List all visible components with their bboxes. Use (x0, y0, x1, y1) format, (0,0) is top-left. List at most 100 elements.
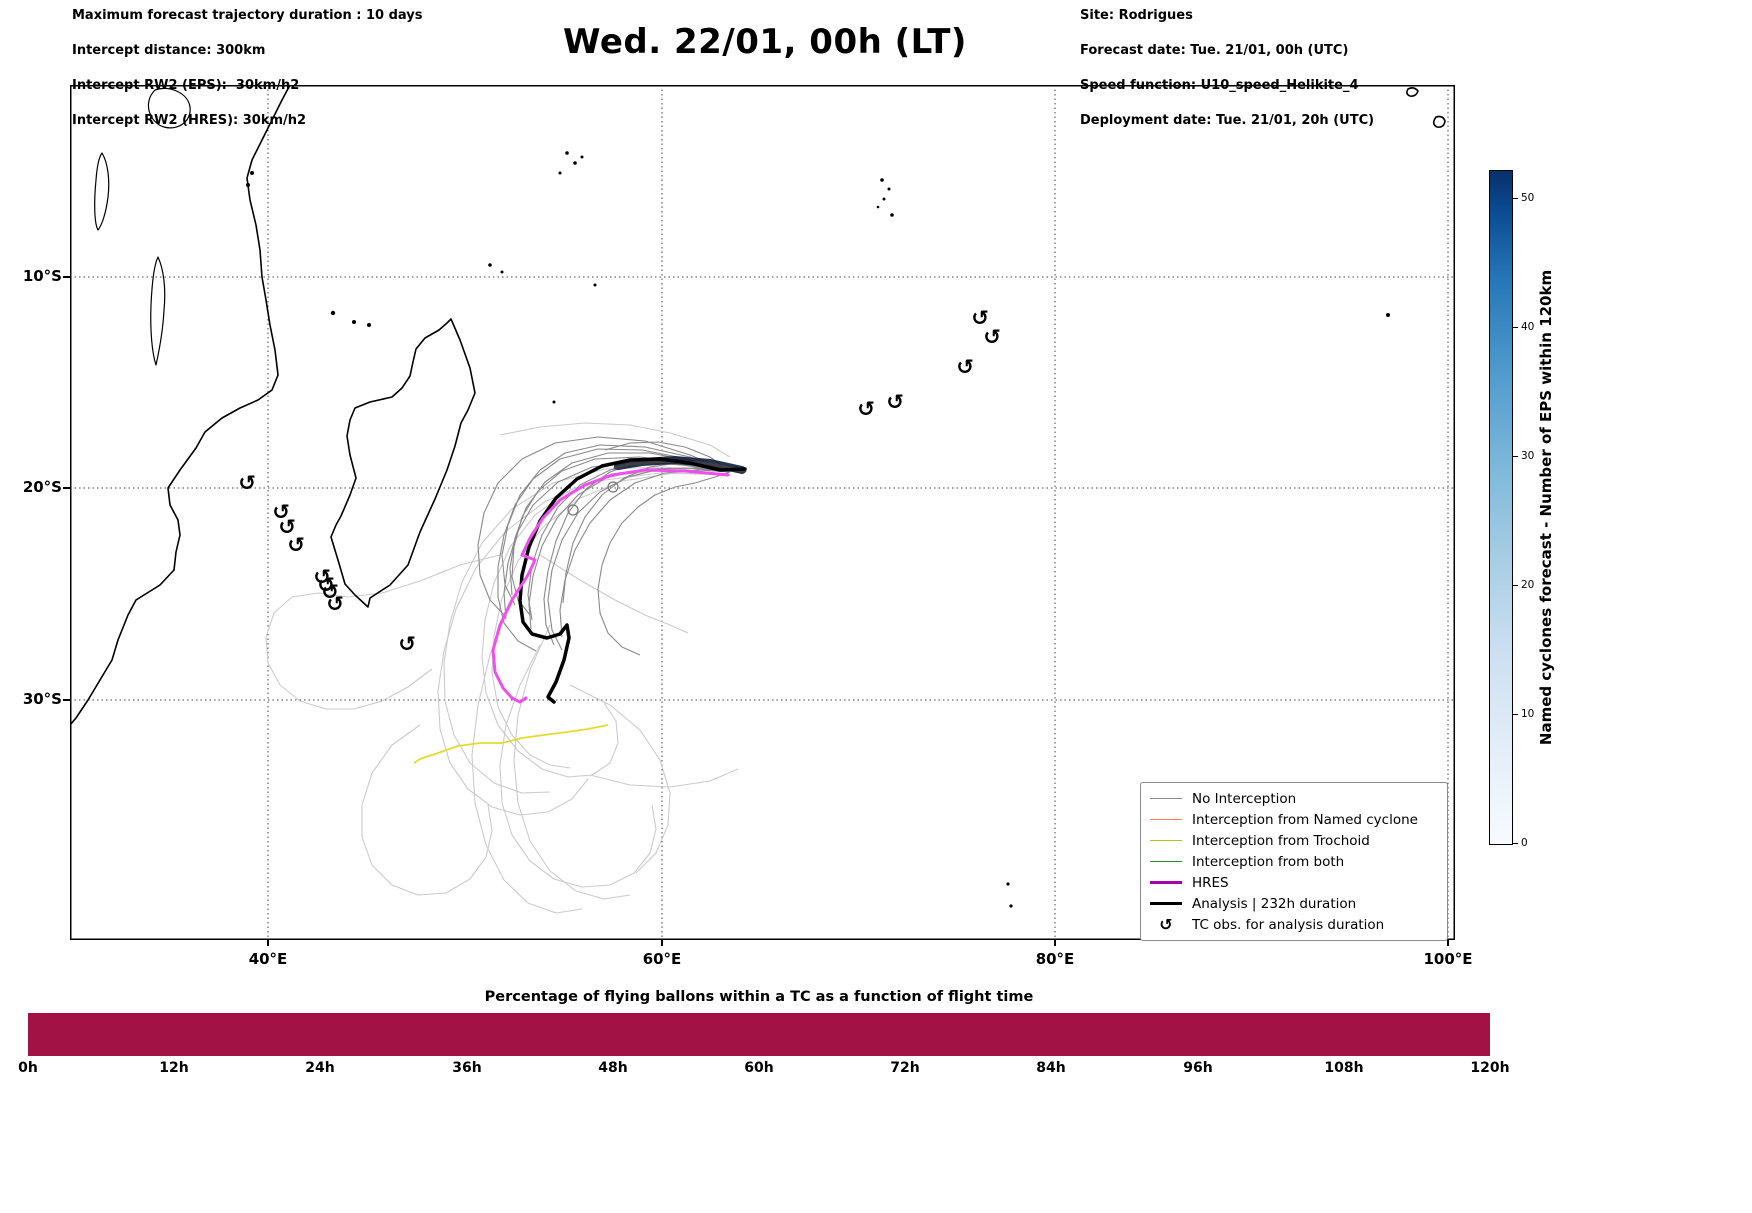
legend-item-analysis: Analysis | 232h duration (1149, 893, 1437, 914)
colorbar-tick (1513, 198, 1518, 199)
x-axis-tick (1054, 940, 1056, 946)
trajectory-trochoid-yellow (413, 724, 609, 764)
bottom-x-tick-label: 12h (159, 1060, 189, 1076)
tc-obs-icon: ↺ (971, 306, 989, 330)
legend-item-named-cyclone: Interception from Named cyclone (1149, 809, 1437, 830)
colorbar-tick (1513, 843, 1518, 844)
intercept-distance-text: Intercept distance: 300km (72, 43, 266, 58)
graticule-grid (70, 85, 1455, 940)
colorbar-tick (1513, 456, 1518, 457)
tc-obs-icon: ↺ (983, 325, 1001, 349)
legend-label: Analysis | 232h duration (1192, 895, 1357, 912)
bottom-x-tick-label: 108h (1324, 1060, 1364, 1076)
y-axis-tick (63, 276, 70, 278)
tc-observation-symbols: ↺ ↺ ↺ ↺ ↺ ↺ ↺ ↺ ↺ ↺ ↺ ↺ ↺ ↺ (238, 306, 1001, 656)
legend-item-tc-obs: ↺ TC obs. for analysis duration (1149, 914, 1437, 935)
x-tick-label: 60°E (642, 950, 682, 968)
bottom-x-tick-label: 72h (890, 1060, 920, 1076)
colorbar-tick-label: 40 (1521, 321, 1535, 333)
hres-track (491, 468, 730, 704)
x-tick-label: 40°E (248, 950, 288, 968)
tc-obs-icon: ↺ (1159, 914, 1173, 934)
legend-label: Interception from both (1192, 853, 1345, 870)
bottom-x-tick-label: 60h (744, 1060, 774, 1076)
colorbar-tick-label: 0 (1521, 837, 1528, 849)
tc-obs-icon: ↺ (326, 592, 344, 616)
bottom-x-tick-label: 120h (1470, 1060, 1510, 1076)
lake-malawi (150, 256, 166, 366)
africa-coast (70, 85, 291, 726)
legend-item-hres: HRES (1149, 872, 1437, 893)
tc-obs-icon: ↺ (278, 515, 296, 539)
tc-obs-icon: ↺ (857, 397, 875, 421)
map-border (70, 85, 1455, 940)
bottom-chart-bar (28, 1013, 1490, 1056)
bottom-x-tick-label: 96h (1183, 1060, 1213, 1076)
island-circle-markers (567, 481, 619, 516)
legend-label: Interception from Named cyclone (1192, 811, 1418, 828)
sumatra-island-fragment (1432, 115, 1446, 128)
colorbar-tick-label: 10 (1521, 708, 1535, 720)
tc-obs-icon: ↺ (886, 390, 904, 414)
legend-line-black (1149, 902, 1183, 905)
intercept-rw2-hres-text: Intercept RW2 (HRES): 30km/h2 (72, 113, 307, 128)
header-left-block: Maximum forecast trajectory duration : 1… (72, 7, 423, 130)
colorbar-tick-label: 30 (1521, 450, 1535, 462)
lake-tanganyika (94, 152, 110, 231)
legend-line-green (1149, 861, 1183, 862)
coastlines (70, 85, 1446, 726)
y-axis-tick (63, 487, 70, 489)
tc-obs-icon: ↺ (287, 533, 305, 557)
bottom-x-tick-label: 48h (598, 1060, 628, 1076)
forecast-date-text: Forecast date: Tue. 21/01, 00h (UTC) (1080, 43, 1349, 58)
colorbar-tick-label: 50 (1521, 192, 1535, 204)
tc-obs-icon: ↺ (398, 632, 416, 656)
site-text: Site: Rodrigues (1080, 8, 1193, 23)
lake-victoria (147, 87, 191, 129)
legend-line-magenta (1149, 881, 1183, 884)
tc-obs-icon: ↺ (321, 580, 339, 604)
x-axis-tick (661, 940, 663, 946)
colorbar-tick (1513, 714, 1518, 715)
colorbar-tick-label: 20 (1521, 579, 1535, 591)
legend-line-gray (1149, 798, 1183, 799)
map-svg: ↺ ↺ ↺ ↺ ↺ ↺ ↺ ↺ ↺ ↺ ↺ ↺ ↺ ↺ (70, 85, 1455, 940)
legend-line-orange (1149, 819, 1183, 820)
y-tick-label: 20°S (22, 478, 62, 496)
sumatra-coast-fragment (1406, 87, 1419, 97)
bottom-x-tick-label: 36h (452, 1060, 482, 1076)
trajectory-map: ↺ ↺ ↺ ↺ ↺ ↺ ↺ ↺ ↺ ↺ ↺ ↺ ↺ ↺ (70, 85, 1455, 940)
tc-obs-icon: ↺ (956, 355, 974, 379)
colorbar (1489, 170, 1513, 845)
bottom-x-tick-label: 84h (1036, 1060, 1066, 1076)
legend-label: Interception from Trochoid (1192, 832, 1370, 849)
island-dots (246, 151, 1390, 908)
legend-line-olive (1149, 840, 1183, 841)
madagascar-coast (330, 318, 476, 608)
tc-obs-icon: ↺ (238, 471, 256, 495)
tc-obs-icon: ↺ (317, 573, 335, 597)
bottom-chart-title: Percentage of flying ballons within a TC… (484, 989, 1034, 1005)
legend-item-no-interception: No Interception (1149, 788, 1437, 809)
x-tick-label: 80°E (1035, 950, 1075, 968)
legend-item-both: Interception from both (1149, 851, 1437, 872)
header-right-block: Site: Rodrigues Forecast date: Tue. 21/0… (1080, 7, 1374, 130)
legend-item-trochoid: Interception from Trochoid (1149, 830, 1437, 851)
y-tick-label: 10°S (22, 267, 62, 285)
bottom-x-tick-label: 0h (18, 1060, 38, 1076)
legend-label: No Interception (1192, 790, 1297, 807)
deployment-date-text: Deployment date: Tue. 21/01, 20h (UTC) (1080, 113, 1375, 128)
colorbar-title: Named cyclones forecast - Number of EPS … (1537, 269, 1555, 746)
legend-label: HRES (1192, 874, 1229, 891)
page-title: Wed. 22/01, 00h (LT) (563, 22, 967, 62)
x-axis-tick (267, 940, 269, 946)
tc-obs-icon: ↺ (272, 500, 290, 524)
analysis-track (518, 457, 747, 704)
colorbar-tick (1513, 585, 1518, 586)
x-tick-label: 100°E (1423, 950, 1473, 968)
bottom-x-tick-label: 24h (305, 1060, 335, 1076)
tc-obs-icon: ↺ (313, 565, 331, 589)
map-legend: No Interception Interception from Named … (1140, 782, 1448, 941)
x-axis-tick (1447, 940, 1449, 946)
